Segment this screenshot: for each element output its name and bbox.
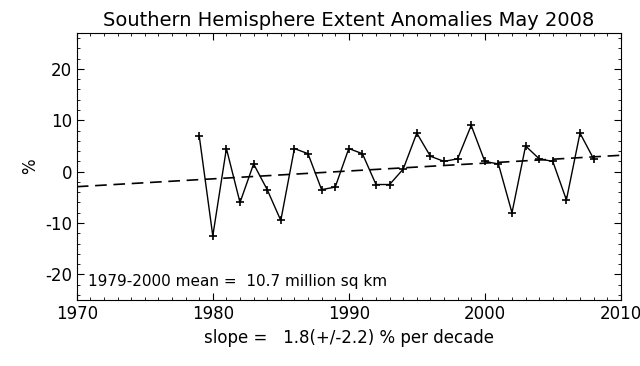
Y-axis label: %: % xyxy=(21,159,40,174)
Title: Southern Hemisphere Extent Anomalies May 2008: Southern Hemisphere Extent Anomalies May… xyxy=(103,11,595,30)
Text: 1979-2000 mean =  10.7 million sq km: 1979-2000 mean = 10.7 million sq km xyxy=(88,274,387,290)
X-axis label: slope =   1.8(+/-2.2) % per decade: slope = 1.8(+/-2.2) % per decade xyxy=(204,329,494,347)
